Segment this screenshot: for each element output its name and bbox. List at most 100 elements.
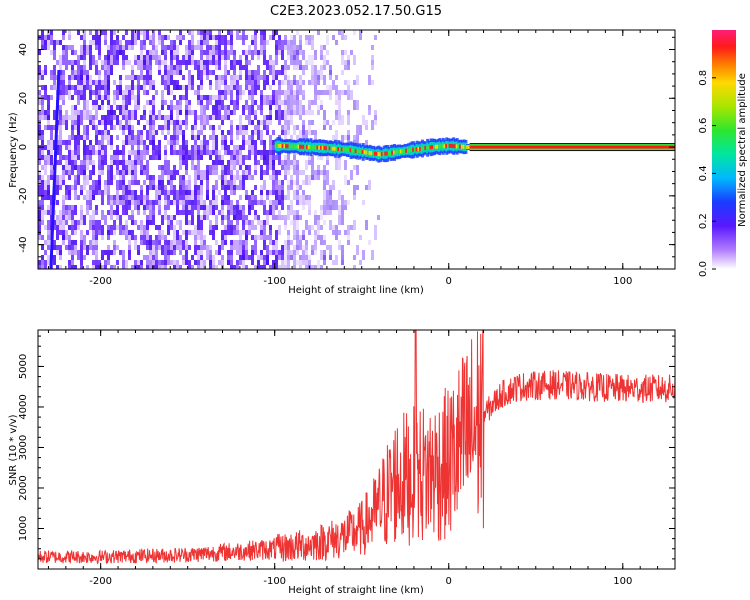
heatmap-cell (299, 35, 302, 40)
heatmap-cell (305, 195, 308, 200)
heatmap-cell (251, 190, 254, 195)
heatmap-cell (188, 155, 191, 160)
heatmap-cell (74, 75, 77, 80)
heatmap-cell (284, 130, 287, 135)
heatmap-cell (56, 185, 59, 195)
heatmap-cell (158, 40, 161, 45)
heatmap-cell (227, 215, 230, 220)
heatmap-cell (47, 35, 50, 40)
heatmap-cell (56, 235, 59, 240)
heatmap-cell (95, 130, 98, 135)
heatmap-cell (227, 180, 230, 185)
heatmap-cell (257, 235, 260, 240)
heatmap-cell (149, 220, 152, 225)
heatmap-cell (185, 210, 188, 220)
heatmap-cell (152, 155, 155, 160)
heatmap-cell (125, 40, 128, 50)
heatmap-cell (266, 165, 269, 175)
heatmap-cell (374, 110, 377, 115)
x-tick-label: -200 (89, 576, 112, 587)
heatmap-cell (338, 90, 341, 100)
heatmap-cell (71, 210, 74, 220)
heatmap-cell (47, 40, 50, 50)
heatmap-cell (170, 100, 173, 105)
heatmap-cell (353, 255, 356, 260)
heatmap-cell (161, 235, 164, 240)
heatmap-cell (200, 50, 203, 60)
heatmap-cell (290, 200, 293, 205)
heatmap-cell (41, 130, 44, 135)
heatmap-cell (299, 115, 302, 120)
heatmap-cell (353, 195, 356, 200)
heatmap-cell (95, 35, 98, 45)
heatmap-cell (305, 225, 308, 230)
heatmap-cell (203, 170, 206, 180)
heatmap-cell (140, 160, 143, 170)
heatmap-cell (59, 60, 62, 65)
heatmap-cell (323, 110, 326, 120)
heatmap-cell (125, 140, 128, 145)
heatmap-cell (131, 65, 134, 70)
heatmap-cell (92, 150, 95, 155)
heatmap-cell (143, 75, 146, 80)
heatmap-cell (152, 150, 155, 155)
heatmap-cell (299, 135, 302, 140)
heatmap-cell (143, 60, 146, 65)
heatmap-cell (56, 265, 59, 269)
heatmap-cell (302, 125, 305, 135)
signal-core-cell (302, 144, 306, 149)
heatmap-cell (173, 55, 176, 60)
heatmap-cell (209, 60, 212, 65)
heatmap-cell (314, 90, 317, 95)
heatmap-cell (281, 205, 284, 210)
heatmap-cell (293, 155, 296, 160)
heatmap-cell (302, 95, 305, 100)
heatmap-cell (296, 245, 299, 250)
heatmap-cell (281, 40, 284, 50)
heatmap-cell (110, 160, 113, 165)
signal-core-cell (447, 143, 451, 148)
heatmap-cell (71, 130, 74, 140)
heatmap-cell (95, 85, 98, 90)
heatmap-cell (260, 35, 263, 45)
heatmap-cell (215, 225, 218, 230)
heatmap-cell (200, 245, 203, 250)
heatmap-cell (245, 220, 248, 225)
heatmap-cell (74, 90, 77, 95)
heatmap-cell (86, 245, 89, 255)
heatmap-cell (164, 100, 167, 105)
heatmap-cell (284, 60, 287, 70)
heatmap-cell (122, 155, 125, 160)
heatmap-cell (320, 265, 323, 269)
heatmap-cell (188, 55, 191, 65)
heatmap-cell (299, 65, 302, 70)
heatmap-cell (287, 90, 290, 95)
signal-core-cell (332, 146, 336, 151)
heatmap-cell (101, 265, 104, 269)
heatmap-cell (89, 50, 92, 55)
heatmap-cell (131, 200, 134, 205)
signal-core-cell (415, 147, 419, 152)
heatmap-cell (374, 225, 377, 235)
signal-core-cell (297, 144, 301, 149)
heatmap-cell (200, 250, 203, 255)
heatmap-cell (197, 115, 200, 120)
heatmap-cell (326, 190, 329, 200)
heatmap-cell (44, 250, 47, 255)
heatmap-cell (251, 95, 254, 105)
heatmap-cell (128, 215, 131, 220)
heatmap-cell (200, 215, 203, 220)
heatmap-cell (230, 205, 233, 215)
heatmap-cell (293, 75, 296, 85)
heatmap-cell (65, 195, 68, 200)
heatmap-cell (266, 155, 269, 165)
signal-core-cell (467, 145, 471, 150)
heatmap-cell (179, 95, 182, 100)
heatmap-cell (302, 250, 305, 260)
heatmap-cell (296, 180, 299, 185)
heatmap-cell (248, 230, 251, 235)
heatmap-cell (347, 55, 350, 65)
heatmap-cell (53, 245, 56, 250)
heatmap-cell (221, 95, 224, 100)
heatmap-cell (230, 245, 233, 250)
